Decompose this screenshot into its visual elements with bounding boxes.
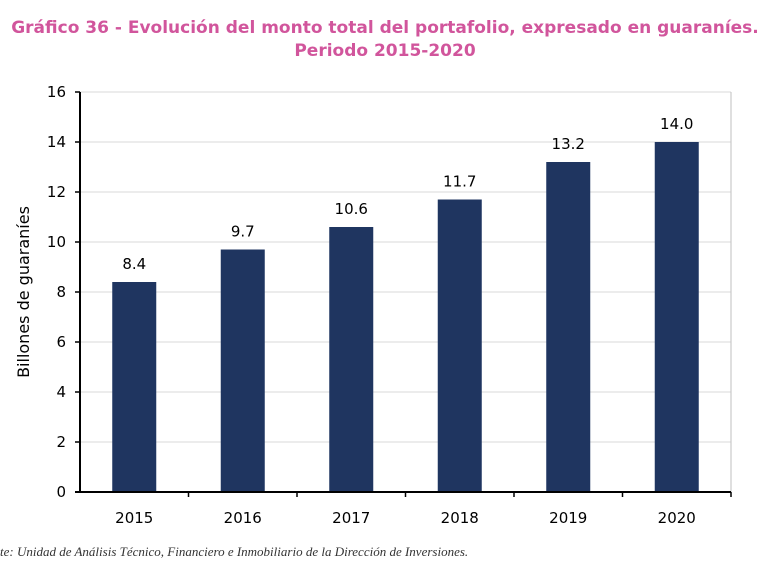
data-label-2019: 13.2 (552, 135, 585, 153)
x-tick-label-2018: 2018 (441, 509, 479, 527)
data-label-2017: 10.6 (335, 200, 368, 218)
x-tick-label-2016: 2016 (224, 509, 262, 527)
x-tick-label-2015: 2015 (115, 509, 153, 527)
data-label-2015: 8.4 (122, 255, 146, 273)
data-label-2016: 9.7 (231, 223, 255, 241)
chart-subtitle: Periodo 2015-2020 (294, 41, 476, 61)
bar-chart: 8.420159.7201610.6201711.7201813.2201914… (14, 83, 732, 527)
data-label-2018: 11.7 (443, 173, 476, 191)
y-axis-label: Billones de guaraníes (14, 206, 33, 378)
y-tick-label-2: 4 (56, 383, 66, 401)
y-tick-label-7: 14 (47, 133, 66, 151)
x-tick-label-2019: 2019 (549, 509, 587, 527)
bar-2019 (546, 162, 591, 492)
data-label-2020: 14.0 (660, 115, 693, 133)
source-note: te: Unidad de Análisis Técnico, Financie… (0, 544, 469, 559)
x-tick-label-2017: 2017 (332, 509, 370, 527)
x-tick-label-2020: 2020 (658, 509, 696, 527)
y-tick-label-0: 0 (56, 483, 66, 501)
chart-title: Gráfico 36 - Evolución del monto total d… (11, 18, 759, 38)
y-tick-label-3: 6 (56, 333, 66, 351)
bar-2017 (329, 227, 374, 492)
y-tick-label-4: 8 (56, 283, 66, 301)
bar-2015 (112, 282, 157, 492)
y-tick-label-6: 12 (47, 183, 66, 201)
y-tick-label-1: 2 (56, 433, 66, 451)
bar-2020 (654, 142, 699, 492)
y-tick-label-5: 10 (47, 233, 66, 251)
bar-2016 (220, 249, 265, 492)
y-tick-label-8: 16 (47, 83, 66, 101)
bar-2018 (437, 199, 482, 492)
